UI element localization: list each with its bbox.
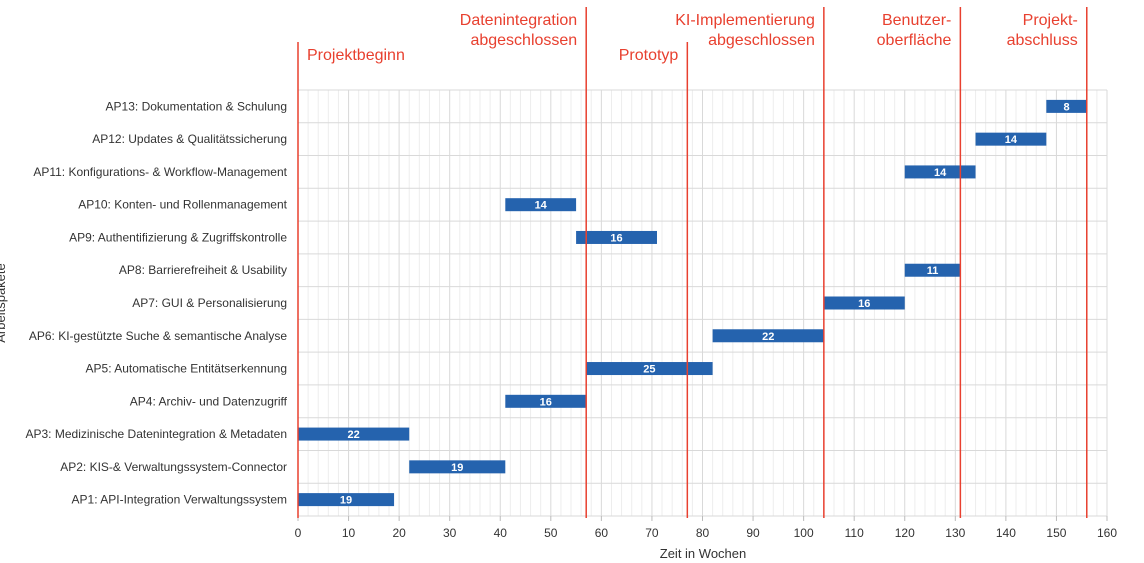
milestone-label: abgeschlossen xyxy=(708,32,815,49)
milestone-label: Prototyp xyxy=(619,47,679,64)
task-bar xyxy=(904,263,961,277)
task-label: AP7: GUI & Personalisierung xyxy=(132,296,287,310)
task-duration-label: 14 xyxy=(535,200,548,212)
milestone-label: KI-Implementierung xyxy=(675,12,815,29)
task-duration-label: 8 xyxy=(1063,101,1069,113)
x-tick-label: 0 xyxy=(295,526,302,540)
task-duration-label: 16 xyxy=(610,232,622,244)
task-duration-label: 16 xyxy=(858,298,870,310)
x-tick-label: 100 xyxy=(794,526,814,540)
milestone-label: oberfläche xyxy=(877,32,952,49)
x-tick-label: 90 xyxy=(746,526,760,540)
task-duration-label: 22 xyxy=(347,429,359,441)
x-tick-label: 30 xyxy=(443,526,457,540)
task-label: AP5: Automatische Entitätserkennung xyxy=(86,362,287,376)
x-axis-title: Zeit in Wochen xyxy=(660,546,746,561)
task-bar xyxy=(712,329,824,343)
task-label: AP13: Dokumentation & Schulung xyxy=(106,99,287,113)
task-bar xyxy=(1046,99,1087,113)
task-duration-label: 22 xyxy=(762,331,774,343)
y-axis-title: Arbeitspakete xyxy=(0,263,8,343)
task-bar xyxy=(505,198,577,212)
milestone-label: Datenintegration xyxy=(460,12,577,29)
x-tick-label: 50 xyxy=(544,526,558,540)
milestone-label: Projektbeginn xyxy=(307,47,405,64)
task-label: AP10: Konten- und Rollenmanagement xyxy=(78,198,287,212)
task-bar xyxy=(298,427,410,441)
task-bar xyxy=(586,362,713,376)
task-bar xyxy=(576,230,657,244)
y-axis: Arbeitspakete AP1: API-Integration Verwa… xyxy=(0,99,288,506)
x-tick-label: 80 xyxy=(696,526,710,540)
task-duration-label: 19 xyxy=(340,495,352,507)
task-bar xyxy=(823,296,905,310)
task-label: AP4: Archiv- und Datenzugriff xyxy=(130,394,288,408)
task-label: AP2: KIS-& Verwaltungssystem-Connector xyxy=(60,460,287,474)
x-tick-label: 120 xyxy=(895,526,915,540)
task-bar xyxy=(505,394,587,408)
task-duration-label: 19 xyxy=(451,462,463,474)
milestone-label: Benutzer- xyxy=(882,12,951,29)
task-duration-label: 25 xyxy=(643,364,655,376)
x-tick-label: 130 xyxy=(945,526,965,540)
task-bar xyxy=(904,165,976,179)
x-tick-label: 160 xyxy=(1097,526,1117,540)
task-bar xyxy=(409,460,506,474)
bar-layer: 19 19 22 16 25 22 16 11 16 14 14 14 8 xyxy=(298,99,1087,507)
task-label: AP1: API-Integration Verwaltungssystem xyxy=(72,493,287,507)
x-tick-label: 70 xyxy=(645,526,659,540)
task-label: AP3: Medizinische Datenintegration & Met… xyxy=(26,427,288,441)
milestone-layer: Projektbeginn Datenintegration abgeschloss… xyxy=(297,7,1088,518)
task-label: AP9: Authentifizierung & Zugriffskontrol… xyxy=(69,230,287,244)
grid-layer xyxy=(297,89,1108,517)
milestone-label: Projekt- xyxy=(1023,12,1078,29)
milestone-label: abgeschlossen xyxy=(470,32,577,49)
task-bar xyxy=(975,132,1047,146)
x-tick-label: 110 xyxy=(845,526,864,540)
task-label: AP11: Konfigurations- & Workflow-Managem… xyxy=(33,165,287,179)
x-axis: Zeit in Wochen 0 10 20 30 40 50 60 70 80 90 100 110… xyxy=(295,516,1117,561)
x-tick-label: 10 xyxy=(342,526,356,540)
task-label: AP6: KI-gestützte Suche & semantische An… xyxy=(29,329,287,343)
task-duration-label: 16 xyxy=(540,396,552,408)
milestone-label: abschluss xyxy=(1007,32,1078,49)
task-duration-label: 14 xyxy=(1005,134,1018,146)
task-duration-label: 11 xyxy=(927,265,939,277)
x-tick-label: 40 xyxy=(494,526,508,540)
x-tick-label: 20 xyxy=(392,526,406,540)
x-tick-label: 140 xyxy=(996,526,1016,540)
x-tick-label: 150 xyxy=(1046,526,1066,540)
task-label: AP12: Updates & Qualitätssicherung xyxy=(92,132,287,146)
x-tick-label: 60 xyxy=(595,526,609,540)
task-bar xyxy=(298,493,395,507)
task-label: AP8: Barrierefreiheit & Usability xyxy=(119,263,287,277)
task-duration-label: 14 xyxy=(934,167,947,179)
